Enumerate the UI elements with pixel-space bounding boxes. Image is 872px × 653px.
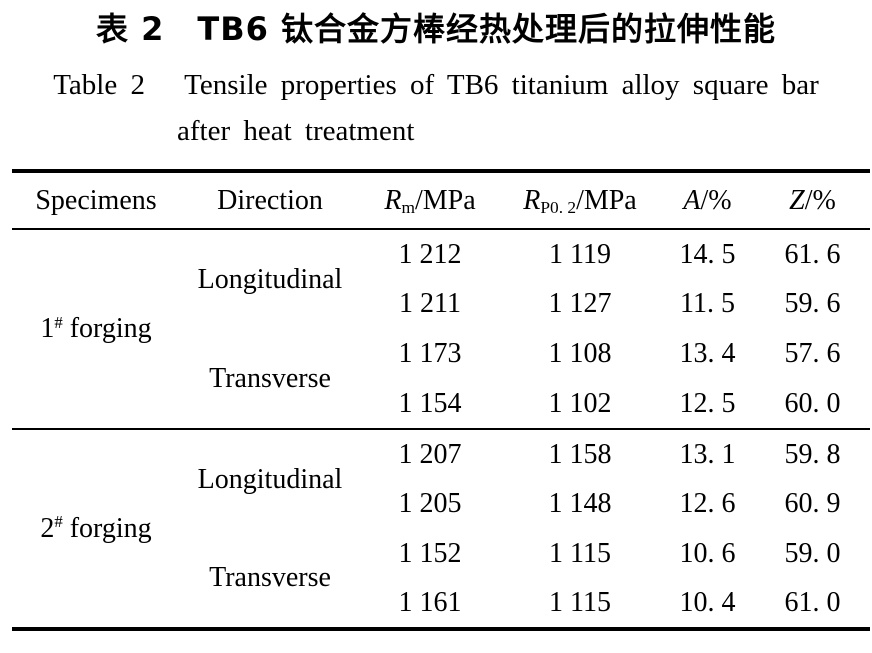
col-header-specimens: Specimens: [12, 171, 180, 230]
z-value: 57. 6: [784, 338, 841, 369]
rp02-unit: /MPa: [576, 184, 637, 216]
rm-unit: /MPa: [414, 184, 476, 216]
rm-subscript: m: [401, 198, 415, 218]
table-row: Transverse 1 173 1 108 13. 4 57. 6: [12, 329, 870, 394]
specimen-number: 2: [40, 512, 55, 544]
tensile-properties-table: Specimens Direction Rm/MPa RP0. 2/MPa A/…: [12, 169, 870, 631]
a-value: 14. 5: [679, 238, 736, 270]
table-title-english-line2: after heat treatment: [177, 115, 415, 147]
a-value: 11. 5: [680, 288, 735, 319]
a-value: 10. 6: [679, 538, 736, 569]
table-row: 1# forging Longitudinal 1 212 1 119 14. …: [12, 229, 870, 345]
rm-symbol: R: [384, 184, 402, 216]
col-header-rm: Rm/MPa: [360, 171, 500, 230]
rp02-value: 1 119: [549, 238, 611, 270]
rp02-value: 1 115: [549, 587, 611, 618]
table-row: 1 205 1 148 12. 6 60. 9: [12, 479, 870, 529]
rp02-value: 1 148: [548, 488, 612, 519]
col-header-direction: Direction: [180, 171, 360, 230]
specimen-label: forging: [62, 313, 152, 344]
table-row: 2# forging Longitudinal 1 207 1 158 13. …: [12, 428, 870, 629]
specimen-sup: #: [54, 512, 63, 532]
rp02-value: 1 102: [548, 387, 612, 419]
col-header-elongation: A/%: [660, 171, 755, 230]
a-value: 13. 1: [660, 428, 755, 479]
rm-value: 1 211: [399, 288, 461, 319]
specimen-label: forging: [62, 512, 152, 544]
z-value: 59. 0: [784, 538, 841, 569]
a-value: 12. 5: [679, 387, 736, 419]
table-row: Transverse 1 152 1 115 10. 6 59. 0: [12, 529, 870, 593]
table-title-english-line1: Table 2 Tensile properties of TB6 titani…: [53, 69, 819, 101]
z-value: 59. 6: [784, 288, 841, 319]
col-header-rp02: RP0. 2/MPa: [500, 171, 660, 230]
rm-value: 1 205: [398, 488, 462, 519]
specimen-number: 1: [40, 313, 55, 344]
col-header-reduction: Z/%: [755, 171, 870, 230]
z-value: 61. 6: [784, 238, 841, 270]
specimen-sup: #: [54, 312, 63, 332]
z-value: 61. 0: [784, 587, 841, 618]
specimen-cell-1: 1# forging: [12, 229, 180, 429]
rp02-subscript: P0. 2: [540, 198, 577, 218]
a-symbol: A: [683, 184, 701, 216]
direction-cell: Longitudinal: [180, 428, 360, 529]
direction-cell: Transverse: [209, 362, 331, 394]
z-value: 60. 9: [784, 488, 841, 519]
a-unit: /%: [700, 184, 732, 216]
z-unit: /%: [804, 184, 836, 216]
rp02-value: 1 127: [548, 288, 612, 319]
table-row: 1 154 1 102 12. 5 60. 0: [12, 379, 870, 429]
z-value: 60. 0: [784, 387, 841, 419]
table-title-chinese: 表 2 TB6 钛合金方棒经热处理后的拉伸性能: [95, 10, 777, 48]
rp02-value: 1 108: [548, 338, 612, 369]
direction-cell: Transverse: [209, 562, 331, 593]
specimen-cell-2: 2# forging: [12, 428, 180, 629]
rm-value: 1 161: [398, 587, 462, 618]
rp02-value: 1 115: [549, 538, 611, 569]
direction-cell: Longitudinal: [197, 263, 343, 295]
rp02-value: 1 158: [500, 428, 660, 479]
rm-value: 1 212: [398, 238, 462, 270]
rp02-symbol: R: [523, 184, 541, 216]
rm-value: 1 152: [398, 538, 462, 569]
rm-value: 1 154: [398, 387, 462, 419]
a-value: 12. 6: [679, 488, 736, 519]
z-symbol: Z: [789, 184, 805, 216]
a-value: 13. 4: [679, 338, 736, 369]
rm-value: 1 173: [398, 338, 462, 369]
table-row: 1 161 1 115 10. 4 61. 0: [12, 579, 870, 629]
z-value: 59. 8: [755, 428, 870, 479]
rm-value: 1 207: [360, 428, 500, 479]
table-row: 1 211 1 127 11. 5 59. 6: [12, 279, 870, 329]
a-value: 10. 4: [679, 587, 736, 618]
header-row: Specimens Direction Rm/MPa RP0. 2/MPa A/…: [12, 171, 870, 230]
